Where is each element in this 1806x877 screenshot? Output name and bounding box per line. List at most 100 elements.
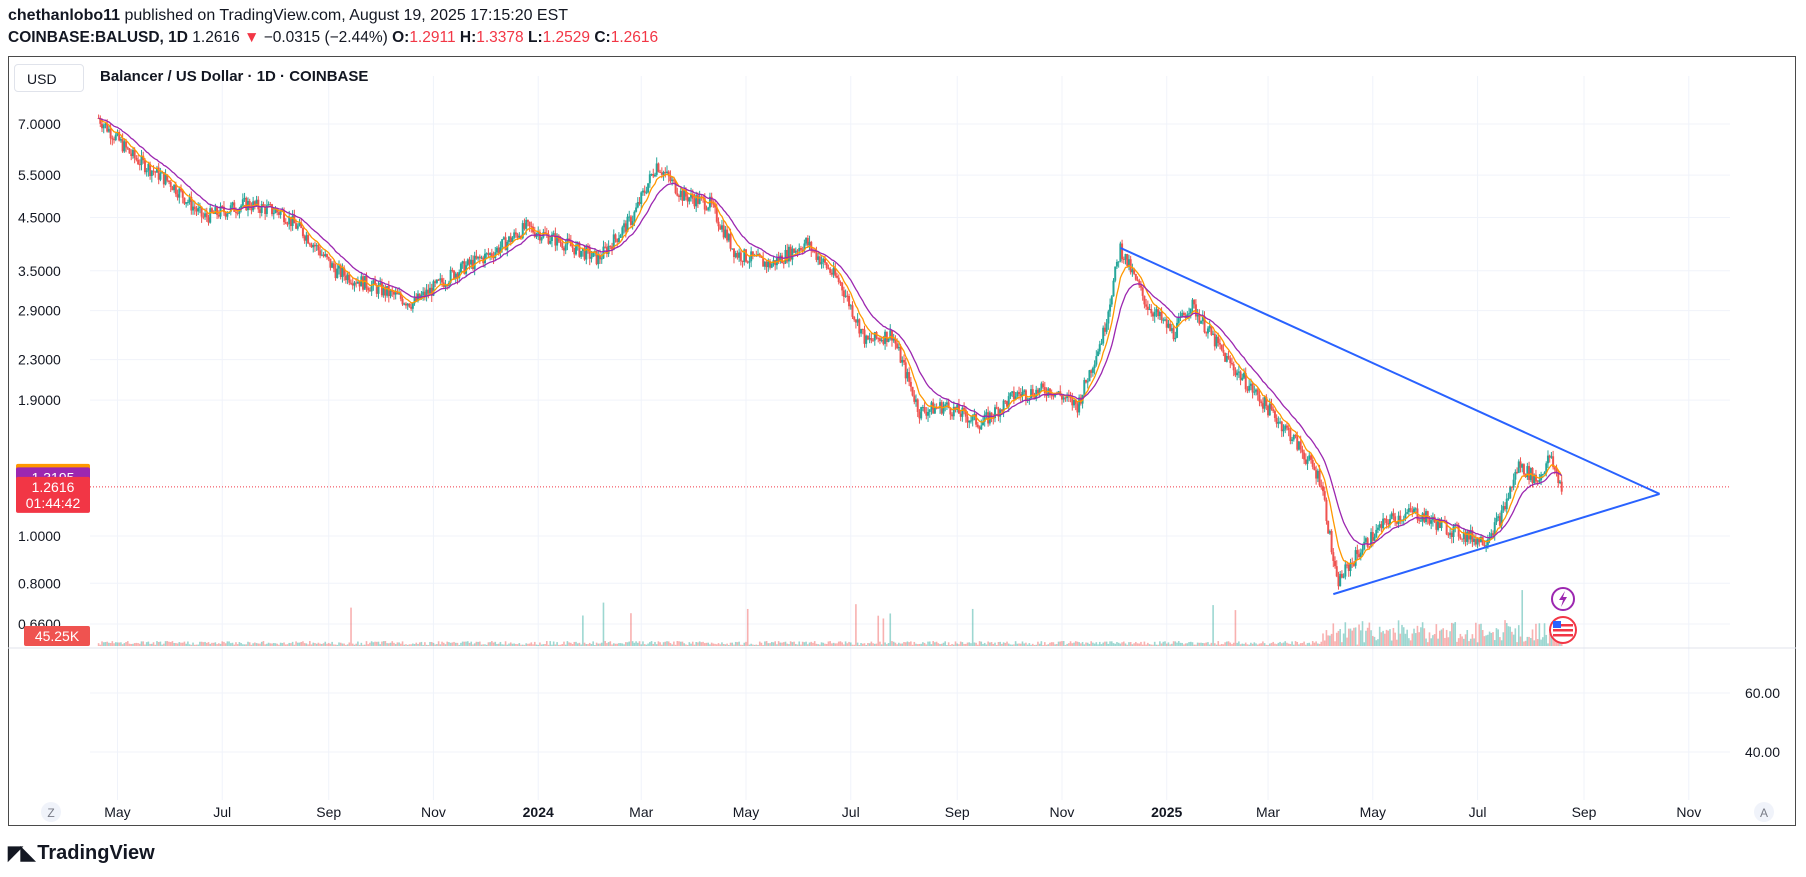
candle-body bbox=[310, 244, 313, 248]
volume-bar bbox=[1380, 632, 1383, 646]
candle-body bbox=[451, 269, 454, 271]
candle-body bbox=[885, 331, 888, 342]
volume-bar bbox=[607, 642, 610, 646]
volume-bar bbox=[293, 644, 296, 646]
candle-body bbox=[1301, 449, 1304, 453]
volume-bar bbox=[952, 644, 955, 646]
candle-body bbox=[750, 251, 753, 262]
candle-body bbox=[1322, 486, 1325, 492]
volume-bar bbox=[764, 641, 766, 646]
down-arrow-icon: ▼ bbox=[244, 29, 260, 46]
volume-bar bbox=[1492, 632, 1494, 646]
candle-body bbox=[1119, 243, 1122, 262]
auto-scale-button[interactable]: A bbox=[1754, 802, 1774, 822]
volume-bar bbox=[812, 642, 814, 646]
candle-body bbox=[1210, 326, 1213, 335]
volume-bar bbox=[791, 642, 794, 646]
candle-body bbox=[432, 281, 435, 296]
volume-bar bbox=[374, 641, 376, 646]
candle-body bbox=[185, 202, 188, 204]
ema-slow-line bbox=[98, 117, 1563, 546]
candle-body bbox=[887, 338, 890, 342]
volume-bar bbox=[156, 641, 158, 646]
volume-bar bbox=[327, 642, 330, 646]
candle-body bbox=[1526, 466, 1529, 477]
candle-body bbox=[1413, 508, 1416, 513]
volume-bar bbox=[724, 644, 727, 646]
volume-bar bbox=[1177, 641, 1180, 646]
candle-body bbox=[1303, 452, 1306, 460]
candle-body bbox=[908, 372, 911, 382]
candle-body bbox=[896, 343, 899, 349]
volume-bar bbox=[640, 644, 643, 646]
volume-bar bbox=[820, 642, 823, 646]
candle-body bbox=[932, 402, 935, 414]
volume-bar bbox=[432, 642, 435, 646]
currency-button[interactable]: USD bbox=[14, 64, 84, 92]
tradingview-logo-icon: ◤◣ bbox=[8, 843, 35, 864]
candle-body bbox=[1479, 536, 1482, 543]
candle-body bbox=[350, 282, 353, 284]
author-name[interactable]: chethanlobo11 bbox=[8, 7, 121, 24]
flag-stripe bbox=[1553, 629, 1573, 632]
volume-bar bbox=[779, 642, 782, 646]
candle-body bbox=[1361, 549, 1364, 553]
volume-bar bbox=[217, 643, 220, 646]
candle-body bbox=[837, 277, 840, 283]
volume-bar bbox=[825, 643, 828, 646]
volume-bar bbox=[1110, 641, 1113, 646]
zoom-reset-button-label: Z bbox=[47, 806, 54, 820]
volume-bar bbox=[1248, 644, 1250, 646]
candle-body bbox=[705, 209, 708, 211]
volume-bar bbox=[1267, 644, 1269, 646]
candle-body bbox=[497, 247, 500, 254]
last-price: 1.2616 bbox=[192, 29, 240, 46]
candle-body bbox=[741, 260, 744, 262]
volume-bar bbox=[487, 642, 490, 646]
volume-bar bbox=[685, 644, 687, 646]
volume-bar bbox=[992, 643, 995, 646]
volume-bar bbox=[1205, 642, 1208, 646]
us-flag-event-icon[interactable] bbox=[1549, 616, 1577, 644]
volume-bar bbox=[1533, 640, 1536, 646]
volume-badge bbox=[24, 626, 90, 646]
trendline[interactable] bbox=[1333, 492, 1660, 596]
volume-bar bbox=[1310, 644, 1312, 646]
candle-body bbox=[1504, 506, 1507, 510]
candle-body bbox=[1516, 471, 1519, 473]
volume-bar bbox=[671, 644, 673, 646]
volume-bar bbox=[1511, 631, 1513, 646]
candle-body bbox=[1073, 399, 1075, 406]
candle-body bbox=[1419, 520, 1422, 522]
candle-body bbox=[573, 247, 576, 255]
candle-body bbox=[863, 329, 866, 344]
zoom-reset-button[interactable]: Z bbox=[41, 802, 61, 822]
volume-bar bbox=[965, 643, 967, 646]
candle-body bbox=[803, 243, 806, 251]
candle-body bbox=[99, 118, 102, 124]
candle-body bbox=[1018, 392, 1021, 395]
candle-body bbox=[820, 261, 823, 265]
candle-body bbox=[1383, 518, 1386, 520]
candle-body bbox=[480, 257, 483, 259]
candle-body bbox=[422, 291, 425, 296]
candle-body bbox=[470, 259, 473, 265]
tradingview-logo[interactable]: ◤◣ TradingView bbox=[8, 842, 155, 865]
volume-bar bbox=[621, 643, 624, 646]
volume-bar bbox=[465, 641, 467, 646]
candle-body bbox=[1320, 485, 1323, 487]
trendline[interactable] bbox=[1119, 246, 1661, 495]
candle-body bbox=[854, 319, 857, 323]
x-tick-label: May bbox=[1360, 804, 1386, 820]
candle-body bbox=[358, 281, 361, 287]
volume-bar bbox=[1231, 644, 1233, 646]
volume-bar bbox=[424, 642, 426, 646]
volume-bar bbox=[1112, 643, 1115, 646]
volume-bar bbox=[609, 641, 612, 646]
volume-bar bbox=[686, 644, 689, 646]
flash-event-icon[interactable] bbox=[1551, 587, 1575, 611]
candle-body bbox=[1344, 564, 1347, 577]
candle-body bbox=[1376, 527, 1379, 530]
candle-body bbox=[1505, 498, 1508, 510]
